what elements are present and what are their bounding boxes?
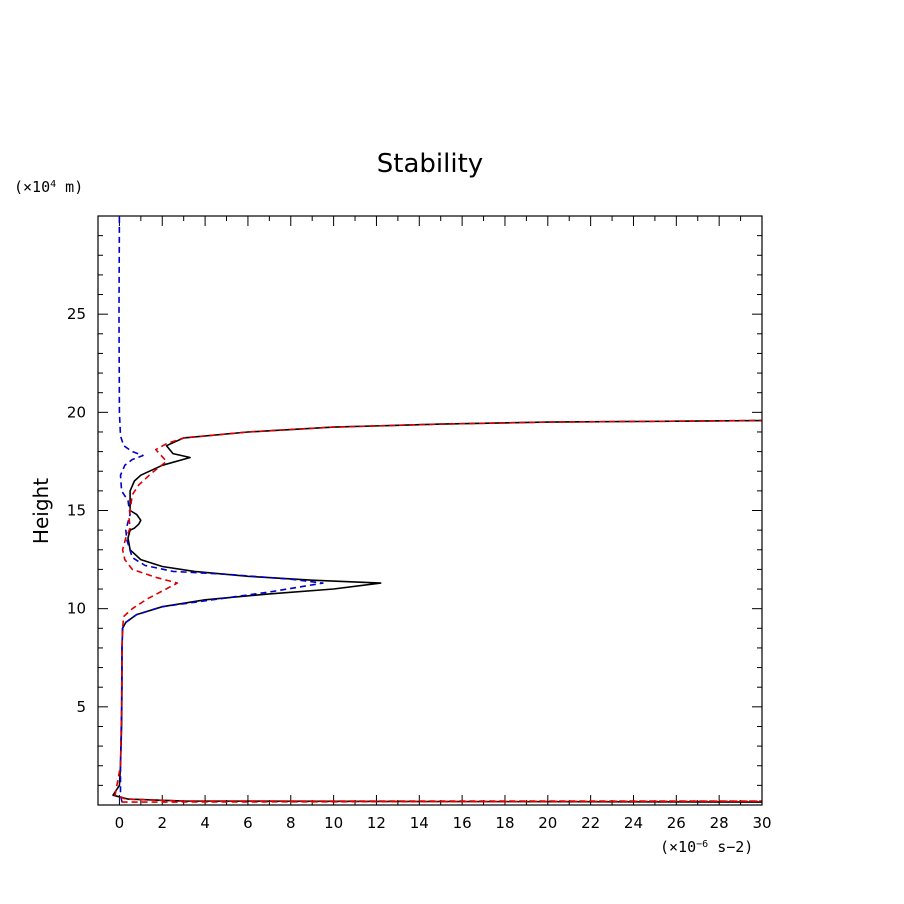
plot-frame: [97, 215, 763, 806]
x-tick-label: 4: [200, 814, 210, 832]
y-tick-label: 5: [76, 698, 86, 716]
x-tick-label: 16: [453, 814, 472, 832]
x-tick-label: 6: [243, 814, 253, 832]
x-tick-label: 24: [624, 814, 643, 832]
x-tick-label: 12: [367, 814, 386, 832]
series-layer: [112, 216, 762, 803]
x-tick-label: 22: [581, 814, 600, 832]
series-line-1: [112, 419, 762, 803]
y-tick-label: 25: [67, 305, 86, 323]
x-tick-label: 26: [667, 814, 686, 832]
x-tick-label: 10: [324, 814, 343, 832]
series-line-3: [114, 419, 762, 803]
y-tick-label: 10: [67, 600, 86, 618]
x-tick-label: 2: [157, 814, 167, 832]
x-tick-label: 0: [115, 814, 125, 832]
x-tick-label: 28: [710, 814, 729, 832]
y-tick-label: 20: [67, 403, 86, 421]
x-axis-unit: (×10−6 s−2): [660, 838, 753, 856]
series-line-2: [118, 216, 324, 803]
x-tick-label: 14: [410, 814, 429, 832]
x-tick-label: 8: [286, 814, 296, 832]
chart-title: Stability: [377, 149, 483, 179]
x-tick-label: 20: [538, 814, 557, 832]
x-tick-label: 18: [495, 814, 514, 832]
y-axis-label: Height: [29, 478, 53, 544]
x-tick-label: 30: [752, 814, 771, 832]
y-tick-label: 15: [67, 502, 86, 520]
y-axis-unit: (×104 m): [14, 178, 83, 196]
